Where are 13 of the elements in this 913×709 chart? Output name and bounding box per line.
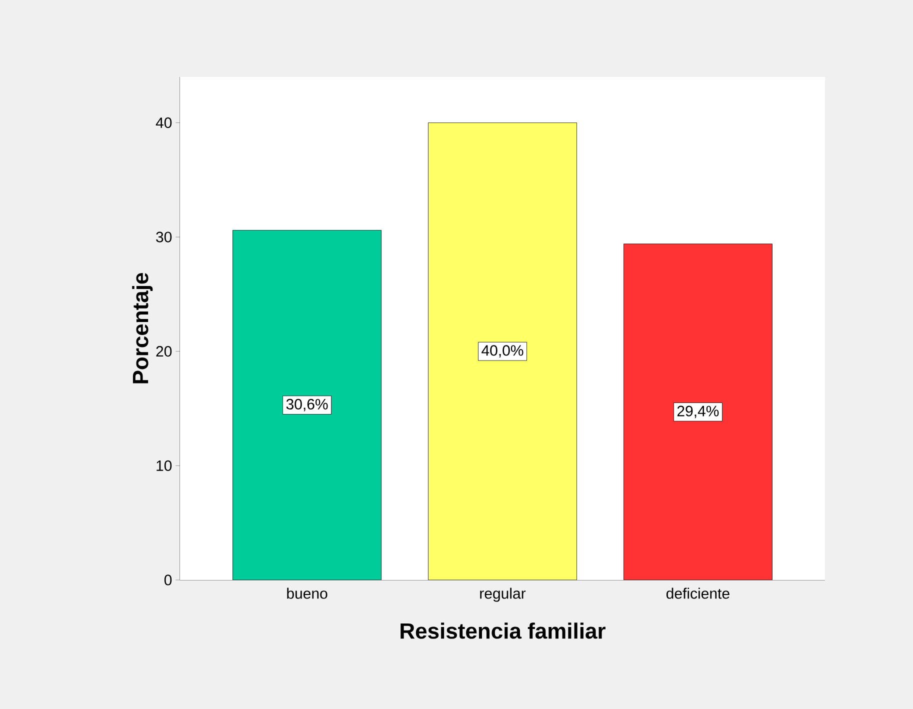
data-label: 29,4% bbox=[677, 406, 719, 418]
x-tick-label: regular bbox=[480, 588, 526, 602]
x-tick-label: deficiente bbox=[666, 588, 730, 599]
y-tick-label: 10 bbox=[156, 460, 172, 471]
y-tick-label: 40 bbox=[156, 117, 172, 128]
data-label: 30,6% bbox=[286, 398, 328, 412]
x-axis-title: Resistencia familiar bbox=[400, 622, 606, 639]
x-tick-label: bueno bbox=[287, 588, 328, 599]
y-tick-label: 0 bbox=[164, 574, 172, 586]
y-axis-title: Porcentaje bbox=[132, 273, 153, 384]
data-label: 40,0% bbox=[482, 345, 524, 358]
y-tick-label: 30 bbox=[156, 232, 172, 242]
y-tick-label: 20 bbox=[156, 346, 172, 357]
